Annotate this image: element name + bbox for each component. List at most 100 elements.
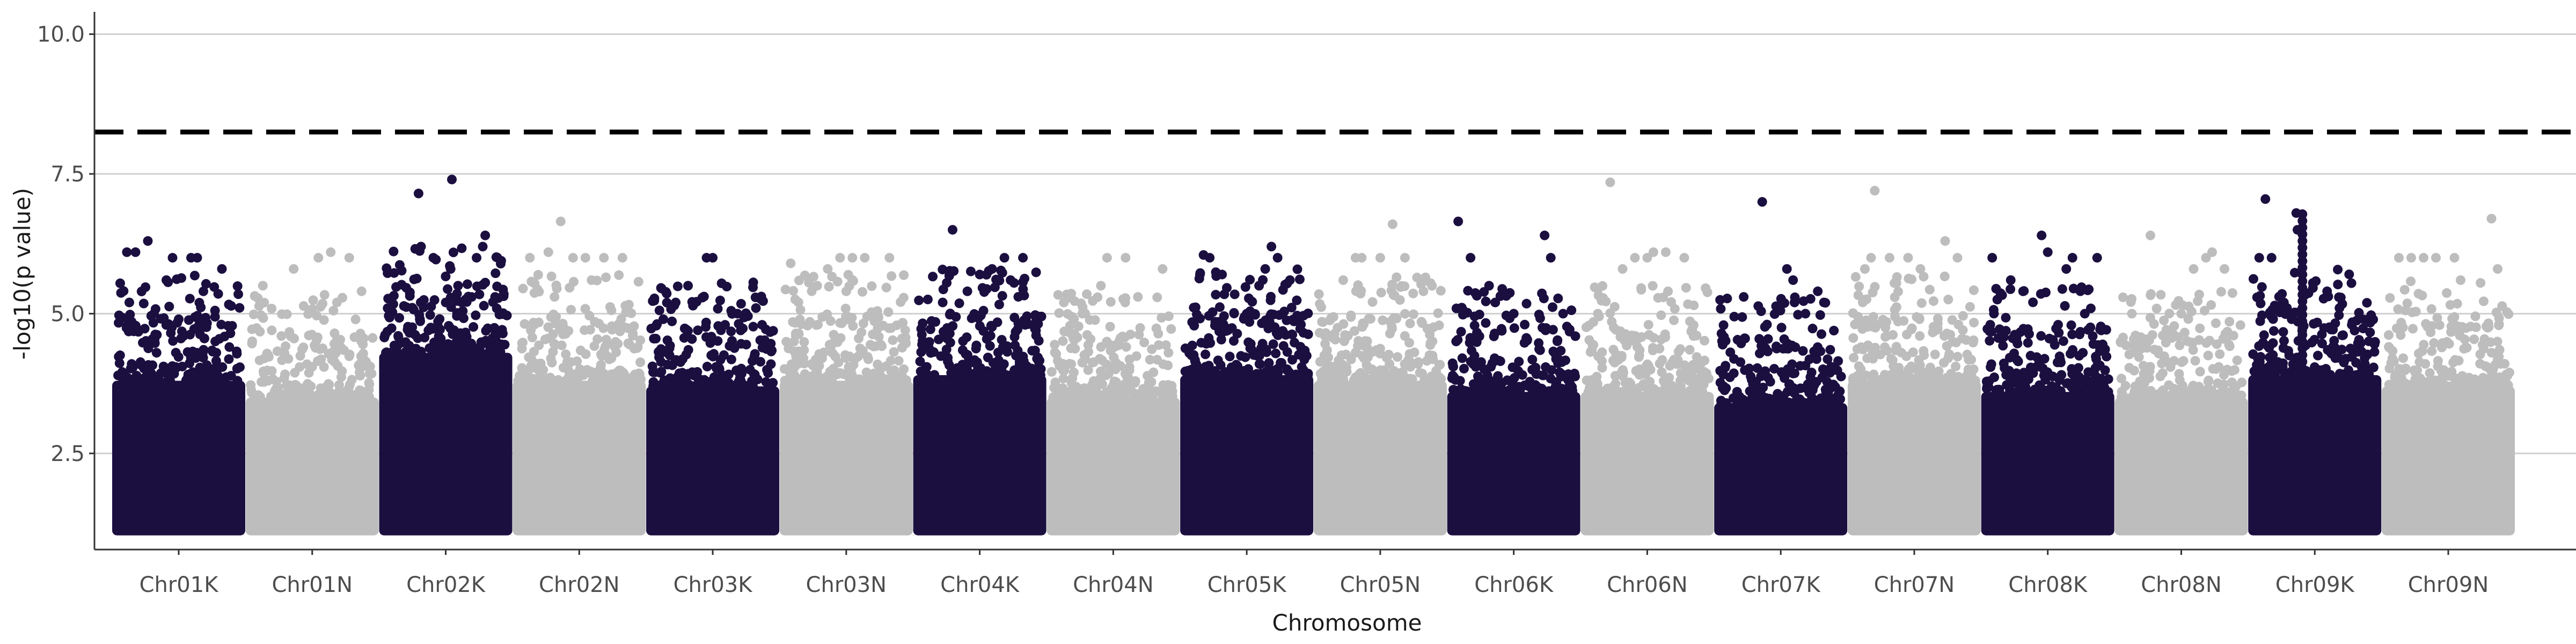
- point: [1848, 333, 1858, 343]
- point: [2030, 384, 2040, 394]
- point: [1105, 321, 1115, 332]
- point: [982, 284, 992, 294]
- peak-point: [2297, 209, 2308, 219]
- peak-point: [617, 253, 627, 263]
- chromosome-Chr07K-points: [1714, 197, 1848, 536]
- point: [1152, 292, 1162, 303]
- point: [1880, 323, 1891, 333]
- point: [1945, 330, 1956, 340]
- point: [934, 334, 944, 345]
- point: [868, 330, 878, 340]
- point: [629, 343, 639, 354]
- point: [1656, 334, 1666, 345]
- point: [2007, 386, 2017, 397]
- point: [444, 321, 454, 331]
- point: [2043, 367, 2053, 377]
- point: [1539, 294, 1549, 304]
- point: [497, 309, 508, 319]
- point: [1732, 386, 1742, 397]
- peak-point: [447, 174, 457, 185]
- point: [526, 276, 537, 287]
- point: [279, 373, 289, 383]
- point: [938, 327, 948, 337]
- point: [760, 340, 770, 350]
- point: [1673, 347, 1684, 357]
- peak-point: [130, 247, 141, 257]
- point: [1823, 354, 1833, 364]
- point: [918, 367, 928, 377]
- point: [193, 321, 203, 331]
- point: [1553, 294, 1563, 304]
- point: [737, 369, 747, 379]
- point: [1853, 290, 1863, 301]
- point: [1643, 361, 1653, 371]
- point: [1020, 274, 1030, 284]
- point: [2227, 377, 2237, 387]
- peak-point: [1915, 264, 1926, 274]
- point: [807, 286, 817, 296]
- point: [1643, 320, 1653, 330]
- x-axis-title: Chromosome: [1272, 610, 1422, 636]
- point: [1485, 387, 1496, 397]
- point: [1597, 356, 1607, 366]
- point: [192, 311, 202, 321]
- point: [2487, 378, 2498, 388]
- point: [1280, 330, 1291, 340]
- point: [1807, 324, 1818, 334]
- point: [671, 355, 681, 365]
- peak-point: [804, 275, 814, 285]
- point: [2121, 340, 2131, 350]
- point: [897, 342, 907, 353]
- point: [692, 297, 702, 307]
- point: [2265, 308, 2275, 318]
- peak-point: [258, 281, 268, 291]
- point: [2364, 369, 2374, 379]
- point: [2426, 327, 2436, 338]
- point: [1264, 317, 1275, 327]
- point: [1778, 396, 1788, 406]
- point: [1429, 372, 1439, 383]
- point: [2321, 364, 2331, 374]
- point: [182, 375, 193, 385]
- point: [168, 336, 178, 346]
- point: [1072, 332, 1082, 342]
- point: [401, 283, 411, 293]
- point: [2151, 303, 2162, 313]
- point: [2398, 353, 2409, 363]
- point: [717, 370, 727, 380]
- point: [176, 333, 186, 343]
- point: [2251, 369, 2261, 379]
- peak-point: [2297, 370, 2308, 380]
- point: [138, 298, 149, 309]
- point: [1419, 376, 1429, 386]
- point: [1428, 350, 1438, 361]
- point: [2156, 290, 2166, 300]
- point: [749, 369, 759, 379]
- x-tick-label: Chr08N: [2141, 573, 2222, 597]
- point: [2453, 321, 2463, 331]
- peak-point: [2067, 253, 2077, 263]
- peak-point: [1387, 219, 1397, 229]
- point: [726, 354, 736, 364]
- point: [1893, 317, 1903, 327]
- point: [1471, 387, 1481, 397]
- point: [457, 243, 467, 253]
- point: [1300, 346, 1310, 356]
- point: [1752, 363, 1762, 373]
- peak-point: [587, 275, 597, 285]
- point: [997, 291, 1007, 301]
- point: [345, 349, 355, 360]
- point: [997, 335, 1007, 345]
- point: [471, 310, 481, 320]
- point: [1451, 336, 1461, 347]
- peak-point: [199, 286, 208, 296]
- x-tick-label: Chr03K: [674, 573, 753, 597]
- point: [885, 356, 896, 366]
- point: [1294, 274, 1305, 284]
- point: [457, 297, 467, 308]
- point: [832, 337, 843, 347]
- point: [1798, 397, 1808, 407]
- point: [1815, 310, 1825, 320]
- point: [267, 303, 277, 313]
- point: [1073, 321, 1084, 332]
